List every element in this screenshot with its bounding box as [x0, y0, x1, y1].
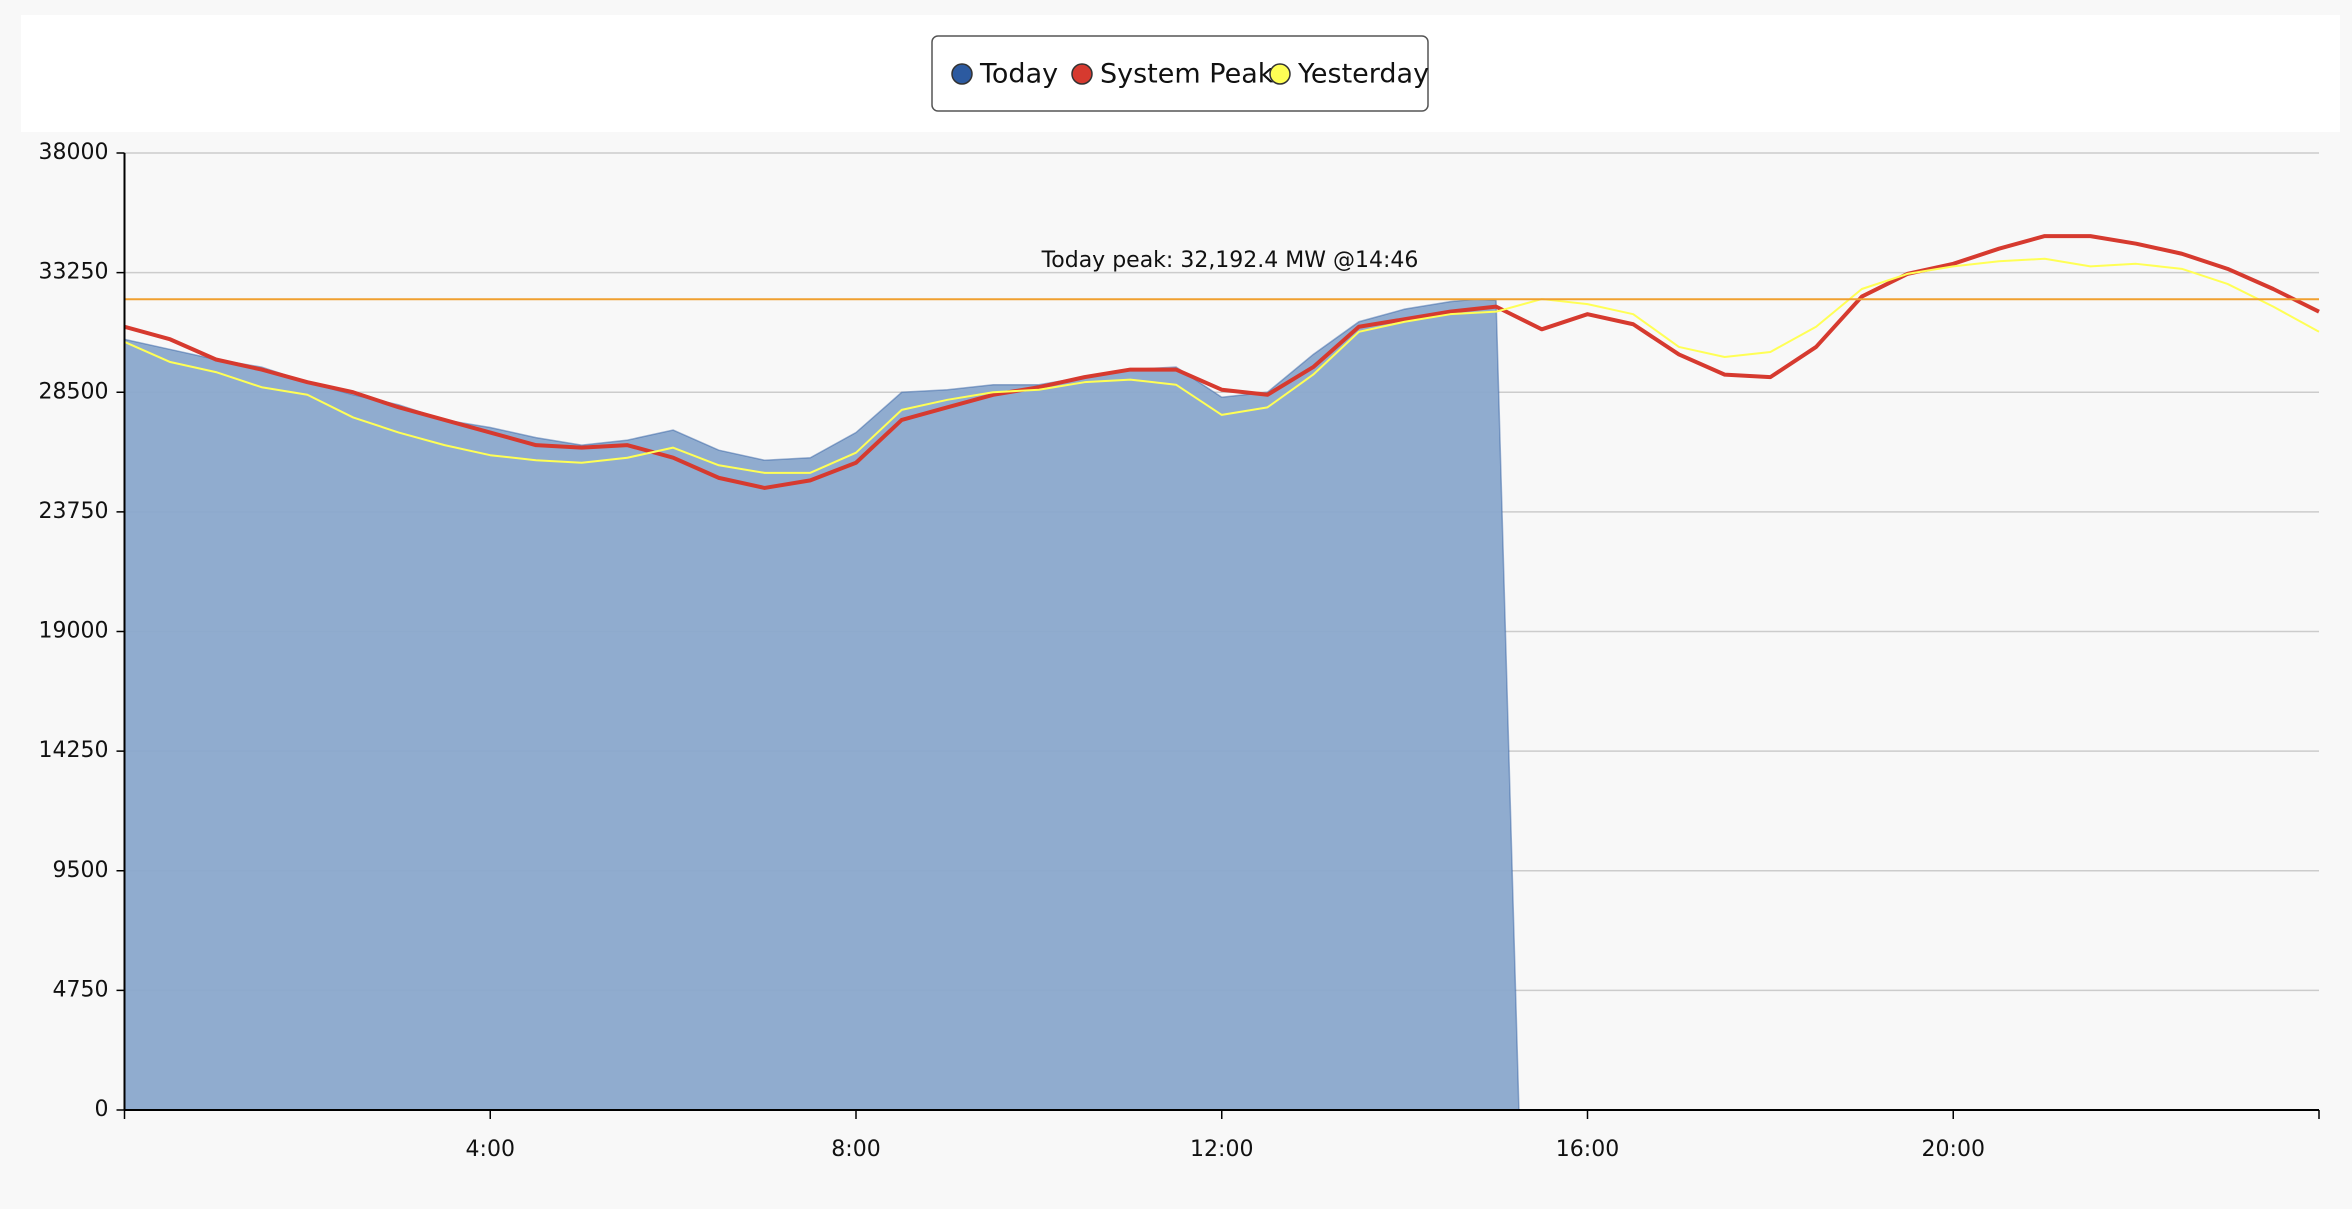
- x-tick-label: 8:00: [831, 1137, 880, 1162]
- annotation: Today peak: 32,192.4 MW @14:46: [1041, 248, 1419, 273]
- y-tick-label: 0: [95, 1097, 109, 1122]
- y-tick-label: 28500: [39, 379, 109, 404]
- x-tick-label: 16:00: [1556, 1137, 1619, 1162]
- y-tick-label: 23750: [39, 499, 109, 524]
- y-tick-label: 14250: [39, 738, 109, 763]
- legend-swatch: [1269, 63, 1291, 85]
- legend-label[interactable]: Yesterday: [1297, 59, 1429, 90]
- x-tick-label: 12:00: [1190, 1137, 1253, 1162]
- legend-swatch: [1071, 63, 1093, 85]
- area: [123, 298, 1520, 1111]
- y-tick-label: 19000: [39, 619, 109, 644]
- legend: Today System Peak Yesterday: [951, 59, 1429, 90]
- x-tick-label: 20:00: [1922, 1137, 1985, 1162]
- legend-box: [931, 35, 1429, 112]
- y-tick-label: 4750: [53, 977, 109, 1002]
- y-tick-label: 9500: [53, 858, 109, 883]
- y-tick-label: 33250: [39, 260, 109, 285]
- line: [123, 234, 2320, 490]
- x-tick-label: 4:00: [466, 1137, 515, 1162]
- legend-label[interactable]: System Peak: [1100, 59, 1274, 90]
- legend-label[interactable]: Today: [979, 59, 1058, 90]
- y-tick-label: 38000: [39, 140, 109, 165]
- legend-swatch: [951, 63, 973, 85]
- line: [124, 257, 2320, 474]
